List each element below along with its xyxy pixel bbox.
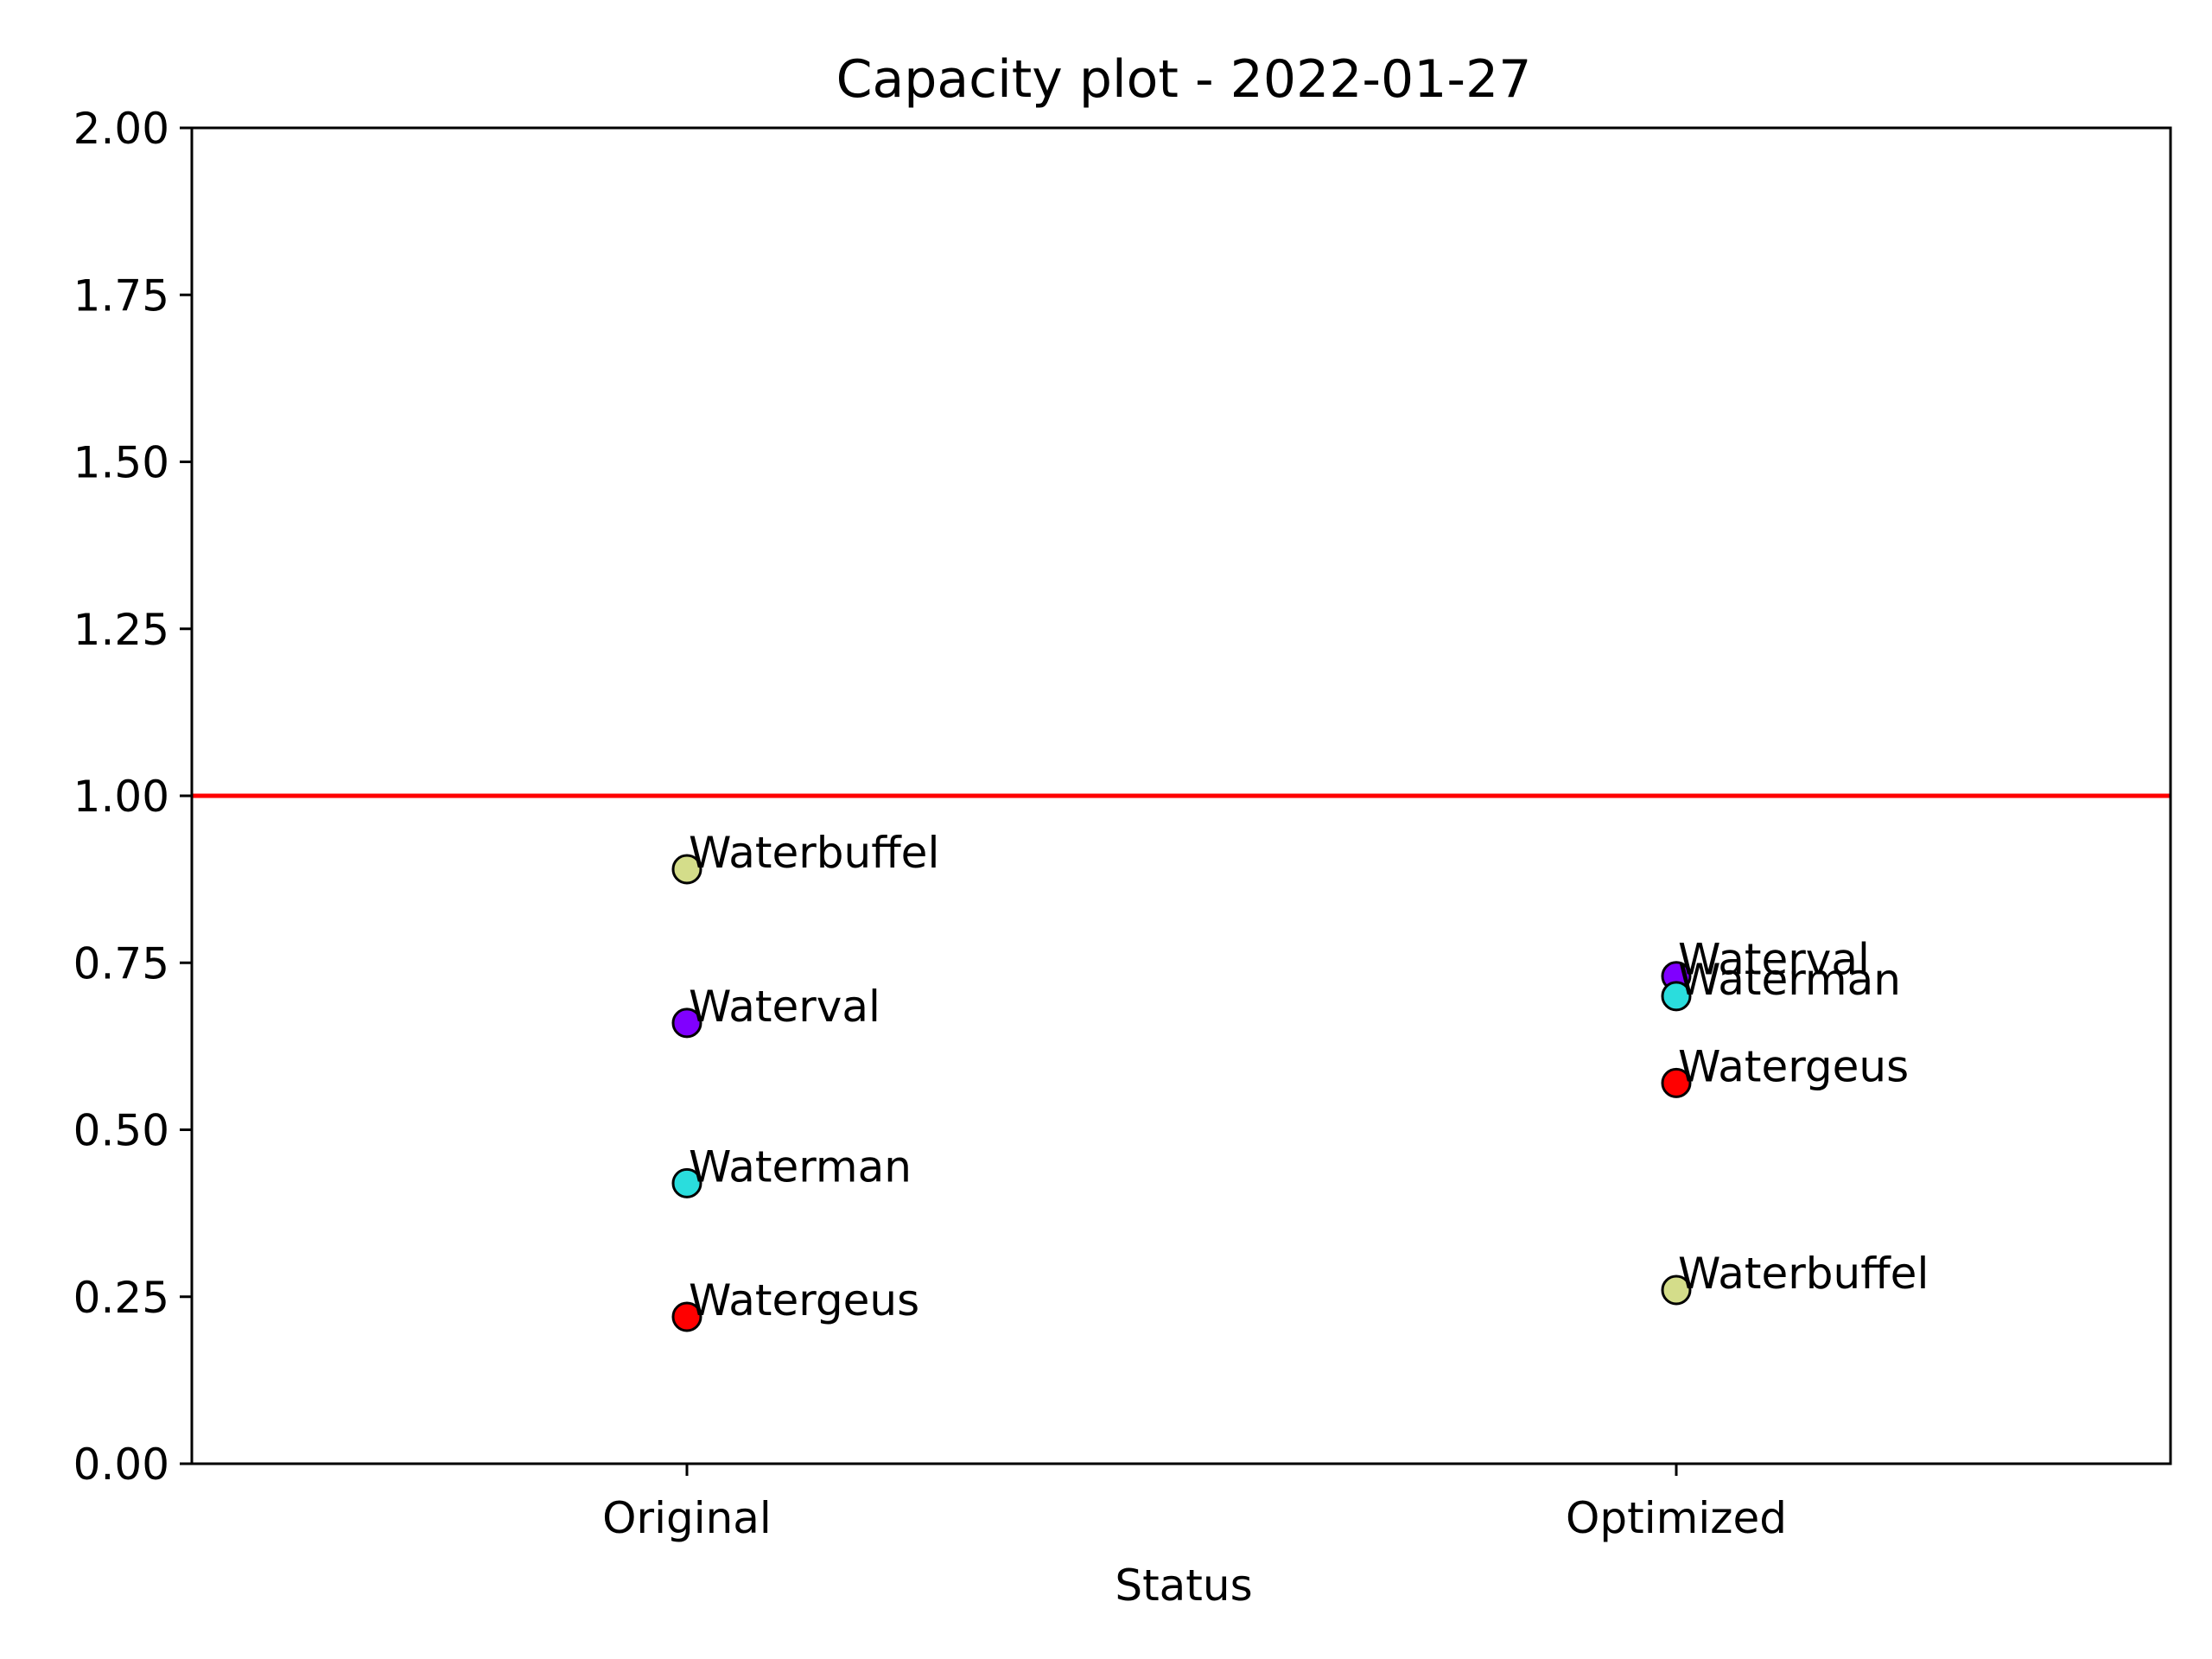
data-point	[671, 1167, 702, 1198]
data-label: Waterval	[689, 982, 880, 1032]
data-label: Waterval	[1678, 935, 1870, 985]
data-label: Waterman	[1678, 955, 1901, 1005]
y-tick-label: 0.25	[73, 1273, 169, 1323]
y-tick-label: 1.00	[73, 772, 169, 822]
plot-area: 0.00 0.25 0.50 0.75 1.00 1.25 1.50 1.75 2.00 Orig…	[73, 104, 2172, 1543]
data-label: Waterman	[689, 1141, 912, 1192]
y-tick-label: 1.75	[73, 270, 169, 321]
data-label: Waterbuffel	[689, 828, 939, 878]
x-tick-label: Optimized	[1566, 1493, 1787, 1543]
x-axis-label: Status	[1115, 1560, 1252, 1611]
x-tick-label: Original	[602, 1493, 772, 1543]
data-point	[1661, 981, 1692, 1012]
data-point	[671, 854, 702, 885]
y-tick-label: 0.75	[73, 938, 169, 988]
plot-frame	[190, 126, 2172, 1465]
y-tick-label: 1.50	[73, 438, 169, 488]
y-tick-label: 1.25	[73, 605, 169, 655]
y-tick-label: 0.00	[73, 1440, 169, 1490]
data-label: Waterbuffel	[1678, 1249, 1929, 1299]
data-point	[671, 1301, 702, 1332]
data-label: Watergeus	[1678, 1041, 1909, 1091]
chart-title: Capacity plot - 2022-01-27	[836, 49, 1532, 110]
y-tick-label: 2.00	[73, 104, 169, 154]
data-point	[1661, 1067, 1692, 1098]
data-point	[671, 1007, 702, 1039]
data-point	[1661, 1274, 1692, 1306]
y-tick-label: 0.50	[73, 1106, 169, 1156]
data-label: Watergeus	[689, 1275, 919, 1325]
